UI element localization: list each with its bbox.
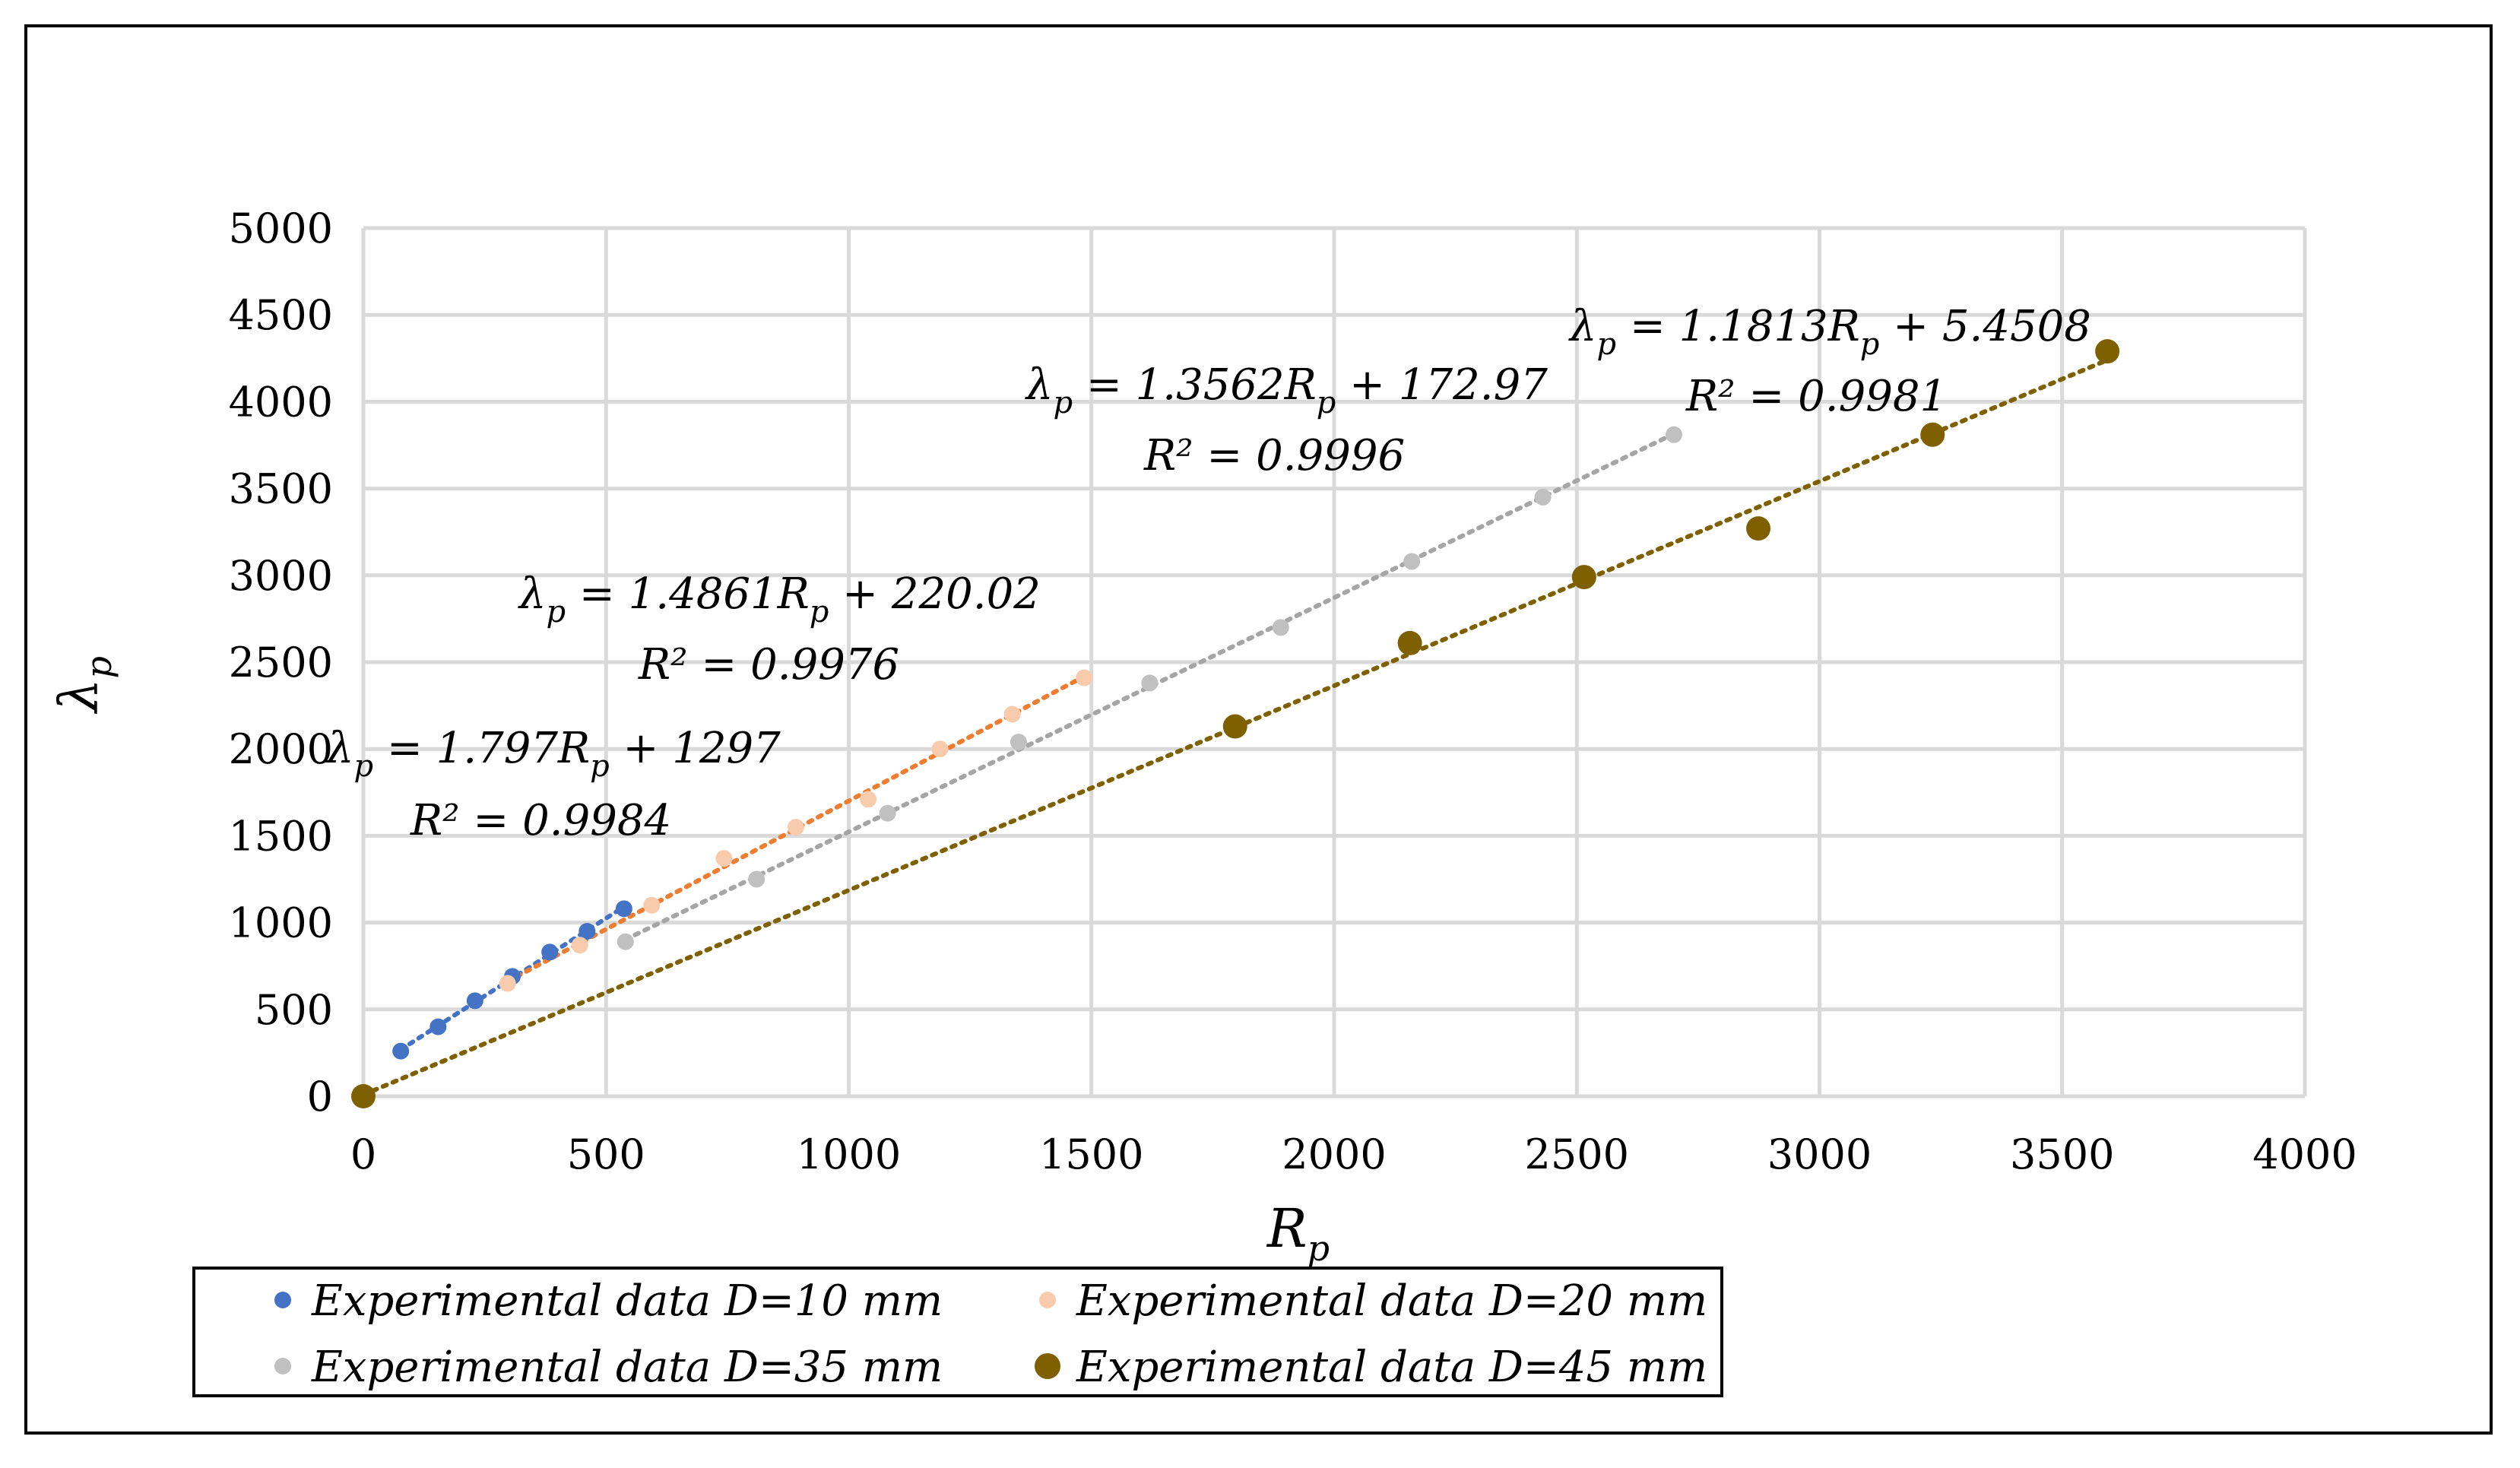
legend: Experimental data D=10 mm Experimental da… — [192, 1267, 1723, 1397]
trend-equation: λp = 1.1813Rp + 5.4508 — [1568, 302, 2091, 362]
data-point — [466, 992, 483, 1010]
data-point — [351, 1084, 376, 1108]
data-point — [787, 818, 804, 835]
data-point — [430, 1018, 447, 1035]
trend-equation: λp = 1.4861Rp + 220.02 — [518, 569, 1041, 629]
data-point — [1222, 714, 1247, 739]
trend-r-squared: R² = 0.9981 — [1685, 372, 1947, 421]
data-point — [1403, 553, 1421, 570]
y-tick-label: 2500 — [229, 639, 333, 686]
data-point — [1397, 630, 1422, 655]
data-point — [879, 804, 896, 822]
trend-r-squared: R² = 0.9984 — [410, 796, 671, 845]
y-tick-label: 3000 — [229, 552, 333, 600]
data-point — [1003, 705, 1021, 723]
data-point — [1571, 565, 1596, 590]
x-tick-label: 1000 — [797, 1130, 901, 1178]
data-point — [1746, 516, 1771, 541]
x-tick-label: 2000 — [1282, 1130, 1386, 1178]
data-point — [615, 900, 632, 918]
point-layer — [351, 339, 2120, 1108]
y-tick-label: 5000 — [229, 205, 333, 252]
x-tick-label: 0 — [350, 1130, 376, 1178]
data-point — [748, 870, 766, 888]
x-tick-label: 2500 — [1525, 1130, 1629, 1178]
legend-label: Experimental data D=10 mm — [311, 1276, 943, 1326]
legend-label: Experimental data D=35 mm — [311, 1343, 943, 1392]
y-tick-label: 4500 — [229, 291, 333, 339]
data-point — [931, 740, 949, 758]
trend-equation: λp = 1.3562Rp + 172.97 — [1025, 360, 1548, 420]
trendline — [505, 674, 1087, 984]
legend-label: Experimental data D=45 mm — [1076, 1343, 1707, 1392]
y-tick-label: 500 — [255, 986, 333, 1034]
data-point — [578, 923, 596, 940]
legend-marker — [274, 1292, 291, 1308]
legend-marker — [274, 1358, 291, 1374]
legend-label: Experimental data D=20 mm — [1076, 1276, 1707, 1326]
chart-frame — [24, 24, 2493, 1435]
y-tick-label: 3500 — [229, 465, 333, 513]
data-point — [1010, 734, 1027, 751]
x-tick-label: 3500 — [2010, 1130, 2114, 1178]
data-point — [541, 943, 559, 961]
data-point — [1534, 489, 1552, 506]
trend-equation: λp = 1.797Rp + 1297 — [325, 724, 781, 784]
y-tick-label: 0 — [307, 1073, 333, 1121]
legend-marker — [1035, 1353, 1060, 1379]
y-tick-label: 1500 — [229, 812, 333, 860]
data-point — [499, 975, 516, 992]
legend-marker — [1039, 1292, 1056, 1308]
x-tick-label: 500 — [567, 1130, 645, 1178]
y-tick-label: 1000 — [229, 899, 333, 947]
equation-layer: λp = 1.797Rp + 1297 R² = 0.9984 λp = 1.486… — [325, 302, 2091, 845]
data-point — [1272, 619, 1289, 636]
data-point — [2095, 339, 2120, 364]
trendline — [623, 431, 1676, 942]
data-point — [1665, 426, 1682, 443]
legend-box — [192, 1267, 1723, 1397]
data-point — [617, 933, 634, 950]
x-axis-title: Rp — [1266, 1197, 1330, 1269]
data-point — [571, 937, 588, 954]
trend-r-squared: R² = 0.9976 — [638, 640, 899, 690]
y-tick-label: 4000 — [229, 378, 333, 426]
data-point — [1141, 674, 1159, 692]
trend-r-squared: R² = 0.9996 — [1143, 431, 1405, 480]
data-point — [860, 791, 877, 808]
grid-layer — [361, 226, 2307, 1099]
data-point — [643, 896, 661, 914]
data-point — [392, 1042, 410, 1060]
x-tick-label: 3000 — [1767, 1130, 1872, 1178]
data-point — [715, 850, 733, 867]
y-tick-label: 2000 — [229, 725, 333, 773]
x-tick-label: 1500 — [1039, 1130, 1143, 1178]
data-point — [1920, 422, 1945, 447]
tick-layer: 0500100015002000250030003500400045005000… — [229, 205, 2357, 1178]
x-tick-label: 4000 — [2252, 1130, 2357, 1178]
data-point — [1076, 669, 1093, 686]
y-axis-title: λp — [48, 656, 119, 715]
